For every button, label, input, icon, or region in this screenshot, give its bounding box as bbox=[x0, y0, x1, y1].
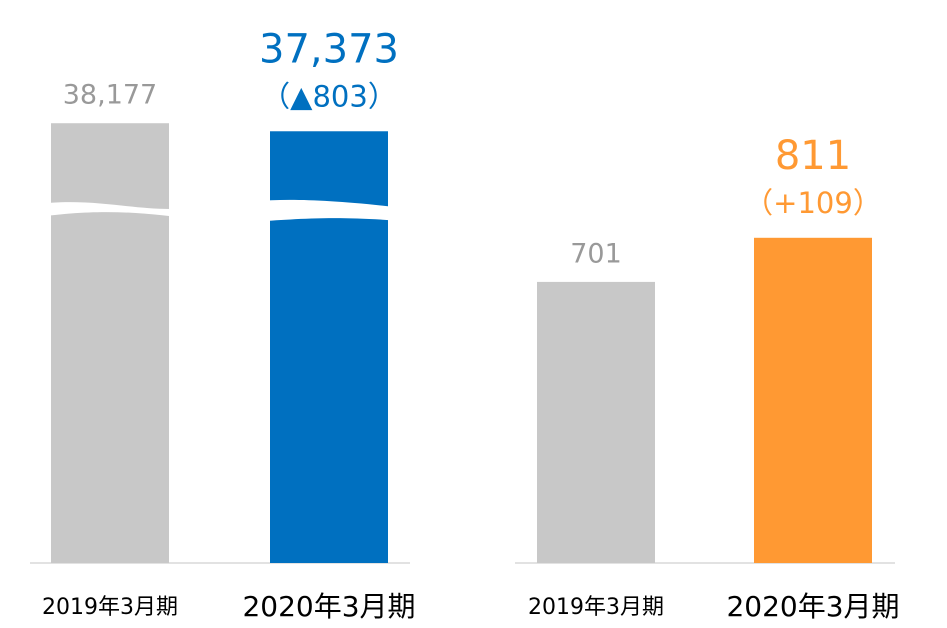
x-tick-label: 2019年3月期 bbox=[528, 595, 664, 620]
value-label: 38,177 bbox=[63, 80, 157, 111]
bar bbox=[537, 281, 655, 563]
bar bbox=[754, 237, 872, 563]
change-label: （▲803） bbox=[261, 79, 397, 113]
bar bbox=[51, 123, 169, 563]
x-tick-label: 2020年3月期 bbox=[242, 590, 415, 623]
axis-break bbox=[30, 199, 420, 223]
x-tick-label: 2019年3月期 bbox=[42, 595, 178, 620]
change-label: （+109） bbox=[744, 186, 882, 220]
value-label: 811 bbox=[775, 133, 851, 179]
value-label: 37,373 bbox=[259, 26, 399, 72]
bar bbox=[270, 131, 388, 563]
value-label: 701 bbox=[570, 238, 622, 269]
x-tick-label: 2020年3月期 bbox=[726, 590, 899, 623]
